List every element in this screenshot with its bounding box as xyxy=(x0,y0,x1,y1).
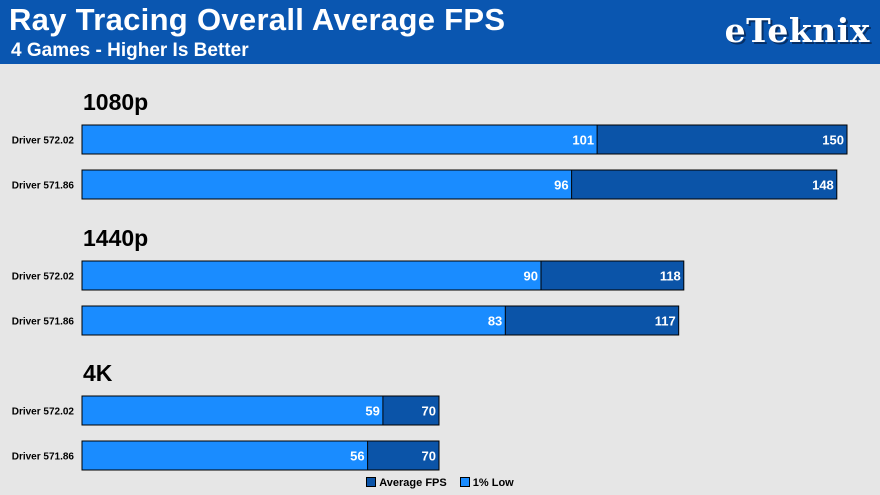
data-label-average-fps: 70 xyxy=(422,404,436,419)
page-subtitle: 4 Games - Higher Is Better xyxy=(11,40,249,61)
data-label-one-percent-low: 83 xyxy=(488,314,502,329)
data-label-one-percent-low: 101 xyxy=(572,133,594,148)
group-label: 4K xyxy=(83,360,113,386)
data-label-one-percent-low: 59 xyxy=(365,404,379,419)
legend-label-average-fps: Average FPS xyxy=(379,477,447,489)
data-label-one-percent-low: 56 xyxy=(350,449,364,464)
group-label: 1080p xyxy=(83,89,148,115)
header-banner: Ray Tracing Overall Average FPS 4 Games … xyxy=(0,0,880,64)
chart-legend: Average FPS 1% Low xyxy=(0,477,880,489)
bar-one-percent-low xyxy=(81,440,369,471)
legend-item-average-fps: Average FPS xyxy=(366,477,447,489)
group-label: 1440p xyxy=(83,225,148,251)
bar-one-percent-low xyxy=(81,305,506,336)
bar-chart: 1080p Driver 572.02 150 101 Driver 571.86 148… xyxy=(12,89,848,471)
brand-logo: eTeknix xyxy=(724,11,870,50)
bar-one-percent-low xyxy=(81,169,573,200)
data-label-one-percent-low: 90 xyxy=(524,269,538,284)
data-label-one-percent-low: 96 xyxy=(554,178,568,193)
data-label-average-fps: 148 xyxy=(812,178,834,193)
page-title: Ray Tracing Overall Average FPS xyxy=(9,2,506,37)
data-label-average-fps: 70 xyxy=(422,449,436,464)
category-label: Driver 572.02 xyxy=(12,407,75,418)
legend-label-one-percent-low: 1% Low xyxy=(472,477,514,489)
bar-one-percent-low xyxy=(81,260,542,291)
data-label-average-fps: 150 xyxy=(822,133,844,148)
data-label-average-fps: 117 xyxy=(655,314,676,329)
legend-item-one-percent-low: 1% Low xyxy=(459,477,514,489)
legend-swatch-one-percent-low xyxy=(459,477,470,487)
category-label: Driver 571.86 xyxy=(12,317,75,328)
category-label: Driver 571.86 xyxy=(12,452,75,463)
bar-one-percent-low xyxy=(81,395,384,426)
legend-swatch-average-fps xyxy=(366,477,377,487)
category-label: Driver 571.86 xyxy=(12,181,75,192)
category-label: Driver 572.02 xyxy=(12,272,75,283)
bar-one-percent-low xyxy=(81,124,598,155)
data-label-average-fps: 118 xyxy=(660,269,681,284)
category-label: Driver 572.02 xyxy=(12,136,75,147)
